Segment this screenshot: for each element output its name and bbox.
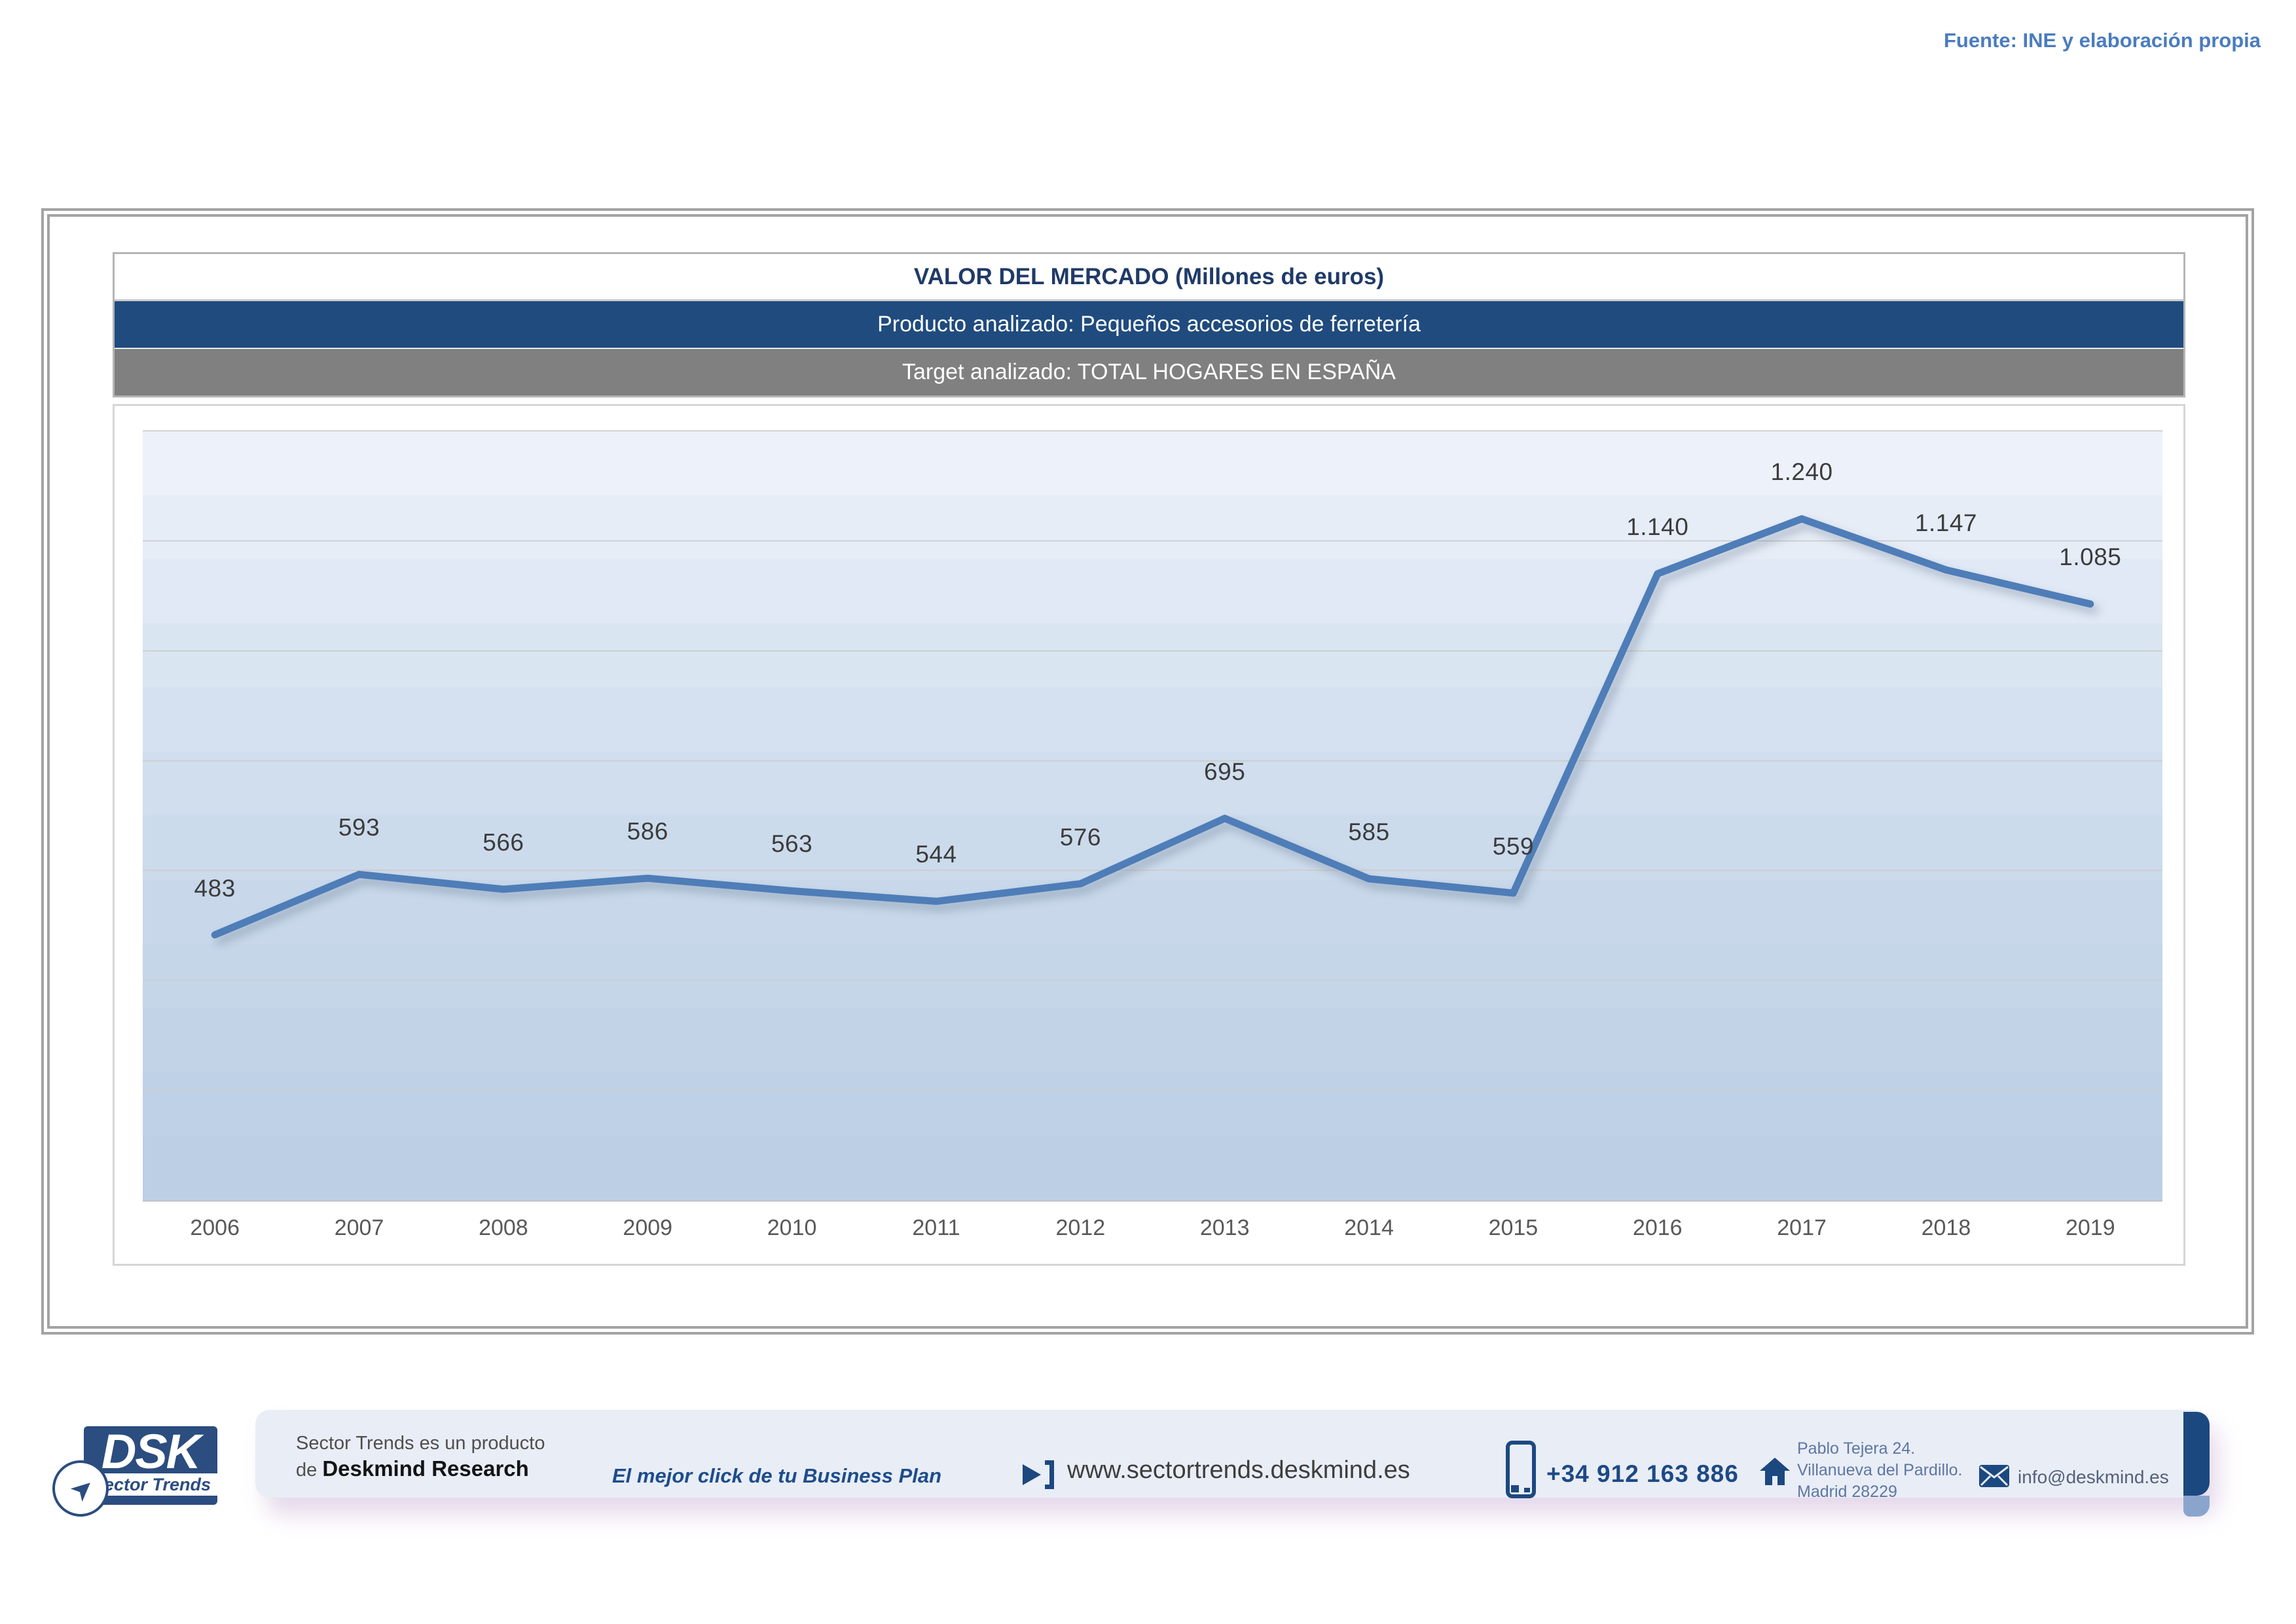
phone-icon xyxy=(1506,1441,1536,1498)
x-axis-label: 2008 xyxy=(479,1215,528,1240)
envelope-icon xyxy=(1979,1465,2009,1487)
product-analyzed-bar: Producto analizado: Pequeños accesorios … xyxy=(115,301,2183,349)
footer-product-text: Sector Trends es un producto de Deskmind… xyxy=(296,1431,545,1483)
data-label: 576 xyxy=(1059,823,1101,851)
footer-slogan: El mejor click de tu Business Plan xyxy=(612,1464,942,1487)
x-axis-label: 2014 xyxy=(1344,1215,1394,1240)
plot-area: 483 593 566 586 563 544 576 695 585 559 1.140 1.240… xyxy=(143,430,2162,1202)
footer-phone: +34 912 163 886 xyxy=(1546,1460,1739,1487)
x-axis-label: 2013 xyxy=(1199,1215,1250,1240)
dsk-logo-acronym: DSK xyxy=(101,1424,201,1479)
footer-email: info@deskmind.es xyxy=(2018,1467,2169,1487)
paper-plane-badge: ➤ xyxy=(52,1460,109,1517)
data-label: 559 xyxy=(1492,832,1535,860)
chart-header-table: VALOR DEL MERCADO (Millones de euros) Pr… xyxy=(113,252,2185,397)
gridline xyxy=(143,650,2162,652)
footer-address-line1: Pablo Tejera 24. xyxy=(1797,1439,1916,1458)
target-analyzed-bar: Target analizado: TOTAL HOGARES EN ESPAÑ… xyxy=(115,349,2183,396)
arrow-bracket-icon xyxy=(1023,1460,1054,1489)
gridline xyxy=(143,870,2162,872)
footer-address: Pablo Tejera 24. Villanueva del Pardillo… xyxy=(1797,1438,1962,1503)
footer-bar xyxy=(255,1410,2208,1498)
gridline xyxy=(143,980,2162,982)
data-label: 695 xyxy=(1204,758,1246,785)
footer-product-line2-prefix: de xyxy=(296,1460,323,1481)
data-label: 1.140 xyxy=(1626,513,1689,541)
x-axis-label: 2007 xyxy=(334,1215,384,1240)
gridline xyxy=(143,760,2162,762)
home-icon xyxy=(1760,1458,1790,1485)
x-axis-label: 2011 xyxy=(912,1215,960,1240)
gridline xyxy=(143,540,2162,542)
gridline xyxy=(143,1090,2162,1092)
data-label: 566 xyxy=(483,828,524,856)
x-axis-label: 2009 xyxy=(623,1215,673,1240)
outer-frame-inner xyxy=(47,214,2248,1329)
data-label: 1.147 xyxy=(1914,509,1977,537)
footer-website: www.sectortrends.deskmind.es xyxy=(1067,1456,1410,1484)
x-axis-label: 2017 xyxy=(1777,1215,1827,1240)
footer-accent-pill-tab xyxy=(2183,1496,2210,1517)
dsk-logo-brand: Sector Trends xyxy=(92,1474,211,1494)
gridline xyxy=(143,430,2162,432)
x-axis-label: 2019 xyxy=(2065,1215,2115,1240)
data-label: 585 xyxy=(1348,819,1390,846)
data-label: 593 xyxy=(338,814,380,841)
source-note: Fuente: INE y elaboración propia xyxy=(1943,29,2261,52)
x-axis: 2006 2007 2008 2009 2010 2011 2012 2013 2014 2015… xyxy=(143,1210,2162,1252)
data-label: 1.240 xyxy=(1770,458,1833,486)
data-label: 586 xyxy=(627,818,668,845)
data-label: 563 xyxy=(771,830,813,858)
x-axis-label: 2018 xyxy=(1921,1215,1971,1240)
footer-product-line2: de Deskmind Research xyxy=(296,1455,545,1482)
footer-product-line2-brand: Deskmind Research xyxy=(322,1456,529,1481)
x-axis-label: 2015 xyxy=(1488,1215,1539,1240)
footer-address-line3: Madrid 28229 xyxy=(1797,1483,1897,1501)
footer-product-line1: Sector Trends es un producto xyxy=(296,1433,545,1454)
chart-title: VALOR DEL MERCADO (Millones de euros) xyxy=(115,254,2183,301)
data-label: 544 xyxy=(915,841,957,868)
x-axis-label: 2012 xyxy=(1055,1215,1106,1240)
series-line xyxy=(211,515,2094,939)
data-label: 1.085 xyxy=(2059,544,2122,571)
paper-plane-icon: ➤ xyxy=(64,1469,101,1508)
footer-accent-pill xyxy=(2183,1412,2210,1496)
x-axis-label: 2010 xyxy=(767,1215,817,1240)
line-chart: 483 593 566 586 563 544 576 695 585 559 1.140 1.240… xyxy=(113,404,2185,1266)
data-label: 483 xyxy=(194,874,236,902)
x-axis-label: 2016 xyxy=(1632,1215,1683,1240)
x-axis-label: 2006 xyxy=(190,1215,240,1240)
footer-address-line2: Villanueva del Pardillo. xyxy=(1797,1461,1963,1479)
